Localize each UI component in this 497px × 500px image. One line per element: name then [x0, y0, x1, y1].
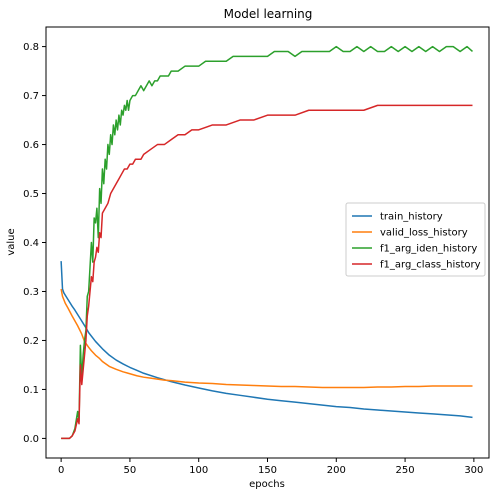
y-tick-label: 0.0: [23, 434, 39, 445]
x-axis-label: epochs: [249, 479, 285, 490]
y-tick-label: 0.8: [23, 42, 39, 53]
legend-label: f1_arg_class_history: [380, 260, 481, 271]
x-tick-label: 300: [464, 465, 483, 476]
y-tick-label: 0.3: [23, 287, 39, 298]
legend-label: train_history: [380, 212, 443, 223]
y-tick-label: 0.5: [23, 189, 39, 200]
legend-label: valid_loss_history: [380, 228, 468, 239]
legend-label: f1_arg_iden_history: [380, 244, 477, 255]
y-tick-label: 0.7: [23, 91, 39, 102]
y-tick-label: 0.6: [23, 140, 39, 151]
y-tick-label: 0.4: [23, 238, 39, 249]
x-tick-label: 50: [124, 465, 137, 476]
y-tick-label: 0.1: [23, 385, 39, 396]
legend: train_history valid_loss_history f1_arg_id…: [346, 203, 485, 276]
y-axis-label: value: [6, 228, 17, 255]
chart-title: Model learning: [224, 7, 313, 21]
x-tick-label: 150: [258, 465, 277, 476]
x-tick-label: 100: [189, 465, 208, 476]
x-tick-label: 0: [58, 465, 64, 476]
x-tick-label: 250: [396, 465, 415, 476]
y-tick-label: 0.2: [23, 336, 39, 347]
x-tick-label: 200: [327, 465, 346, 476]
